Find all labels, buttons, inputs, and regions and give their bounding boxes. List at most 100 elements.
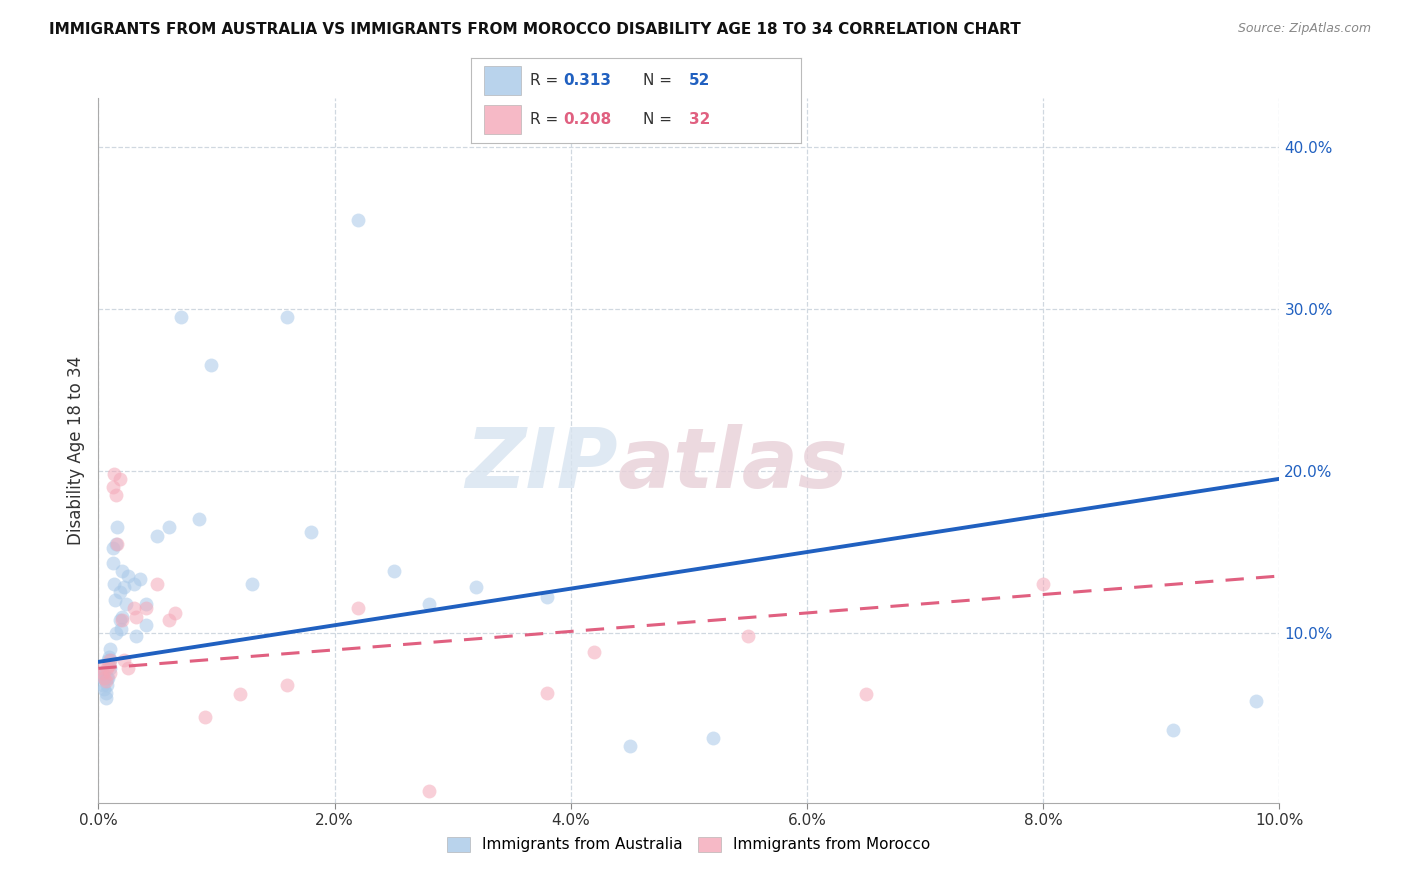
Point	[91, 677, 114, 691]
Text: R =: R =	[530, 73, 564, 88]
Point	[117, 569, 139, 583]
Point	[91, 669, 114, 683]
Point	[187, 512, 209, 526]
Text: N =: N =	[643, 112, 676, 128]
Point	[94, 686, 117, 700]
Point	[111, 613, 134, 627]
Point	[1244, 694, 1267, 708]
Point	[103, 467, 125, 481]
Text: 52: 52	[689, 73, 710, 88]
Point	[382, 564, 405, 578]
Text: R =: R =	[530, 112, 564, 128]
Point	[347, 212, 370, 227]
Point	[117, 661, 139, 675]
Point	[91, 666, 114, 681]
Point	[276, 677, 298, 691]
Point	[157, 613, 180, 627]
Point	[111, 609, 134, 624]
Point	[97, 671, 120, 685]
Point	[240, 577, 263, 591]
Point	[125, 629, 148, 643]
Text: N =: N =	[643, 73, 676, 88]
Point	[536, 686, 558, 700]
Point	[536, 590, 558, 604]
Point	[128, 572, 150, 586]
Point	[105, 536, 128, 550]
Point	[194, 710, 217, 724]
Point	[98, 661, 121, 675]
Point	[108, 613, 131, 627]
Point	[98, 653, 121, 667]
Point	[111, 564, 134, 578]
Point	[583, 645, 606, 659]
Point	[93, 682, 115, 697]
Point	[157, 520, 180, 534]
Point	[465, 580, 488, 594]
Point	[135, 617, 157, 632]
Point	[101, 480, 124, 494]
Point	[855, 687, 877, 701]
Point	[299, 525, 322, 540]
Point	[94, 690, 117, 705]
Point	[98, 650, 121, 665]
Point	[108, 472, 131, 486]
Point	[122, 601, 145, 615]
Point	[93, 671, 115, 685]
Point	[276, 310, 298, 324]
Point	[104, 593, 127, 607]
Point	[146, 528, 169, 542]
Point	[112, 580, 135, 594]
Point	[101, 556, 124, 570]
Point	[418, 597, 440, 611]
Point	[112, 653, 135, 667]
Point	[1161, 723, 1184, 737]
Point	[101, 541, 124, 556]
Point	[98, 658, 121, 673]
FancyBboxPatch shape	[484, 105, 520, 134]
Point	[105, 625, 128, 640]
Point	[135, 601, 157, 615]
Point	[418, 784, 440, 798]
Point	[98, 641, 121, 656]
Text: 32: 32	[689, 112, 710, 128]
Point	[96, 677, 118, 691]
Text: 0.208: 0.208	[564, 112, 612, 128]
Point	[110, 623, 132, 637]
Point	[135, 597, 157, 611]
Point	[114, 597, 136, 611]
Point	[122, 577, 145, 591]
Point	[170, 310, 193, 324]
Text: IMMIGRANTS FROM AUSTRALIA VS IMMIGRANTS FROM MOROCCO DISABILITY AGE 18 TO 34 COR: IMMIGRANTS FROM AUSTRALIA VS IMMIGRANTS …	[49, 22, 1021, 37]
Text: 0.313: 0.313	[564, 73, 612, 88]
Point	[108, 585, 131, 599]
Point	[98, 653, 121, 667]
Point	[146, 577, 169, 591]
Point	[737, 629, 759, 643]
Point	[229, 687, 252, 701]
Point	[105, 488, 128, 502]
Point	[94, 674, 117, 689]
FancyBboxPatch shape	[484, 67, 520, 95]
Point	[96, 661, 118, 675]
Text: ZIP: ZIP	[465, 424, 619, 505]
Point	[1032, 577, 1054, 591]
Point	[91, 666, 114, 681]
Text: Source: ZipAtlas.com: Source: ZipAtlas.com	[1237, 22, 1371, 36]
Point	[98, 666, 121, 681]
Point	[619, 739, 641, 753]
Point	[96, 671, 118, 685]
Point	[97, 653, 120, 667]
Point	[103, 577, 125, 591]
Point	[91, 661, 114, 675]
Point	[347, 601, 370, 615]
Point	[105, 520, 128, 534]
Point	[91, 671, 114, 685]
Text: atlas: atlas	[619, 424, 849, 505]
Point	[702, 731, 724, 745]
Point	[125, 609, 148, 624]
Point	[165, 607, 187, 621]
Y-axis label: Disability Age 18 to 34: Disability Age 18 to 34	[66, 356, 84, 545]
Point	[200, 359, 222, 373]
Point	[105, 536, 128, 550]
Legend: Immigrants from Australia, Immigrants from Morocco: Immigrants from Australia, Immigrants fr…	[441, 830, 936, 859]
